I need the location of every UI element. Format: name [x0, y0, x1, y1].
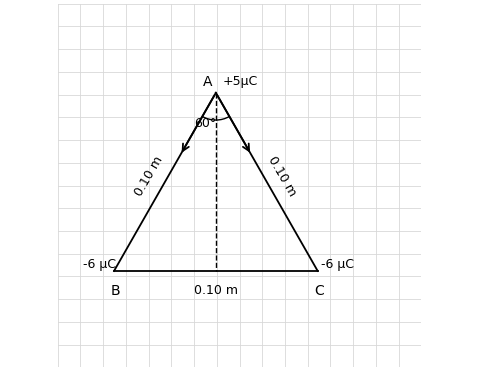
Text: 0.10 m: 0.10 m: [266, 154, 299, 199]
Text: 0.10 m: 0.10 m: [194, 285, 238, 298]
Text: -6 μC: -6 μC: [83, 258, 116, 271]
Text: 60°: 60°: [194, 117, 216, 130]
Text: 0.10 m: 0.10 m: [133, 154, 166, 199]
Text: +5μC: +5μC: [222, 75, 258, 88]
Text: C: C: [315, 284, 324, 298]
Text: A: A: [203, 75, 213, 89]
Text: -6 μC: -6 μC: [320, 258, 354, 271]
Text: B: B: [111, 284, 121, 298]
